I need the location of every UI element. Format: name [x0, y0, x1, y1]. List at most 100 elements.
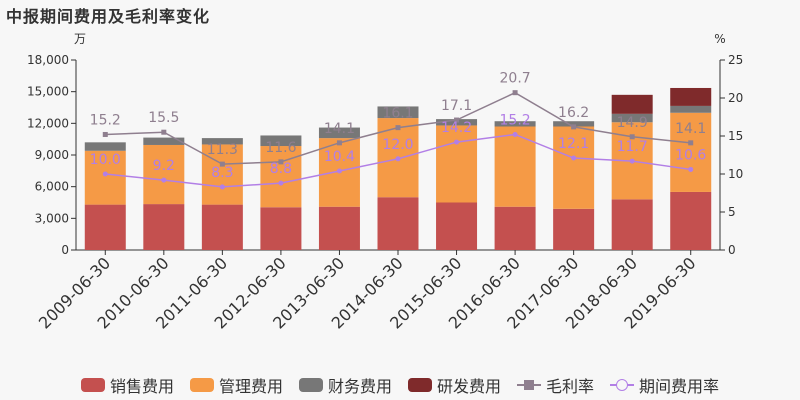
point-marker	[278, 180, 284, 186]
point-marker	[571, 155, 577, 161]
bar-segment-3	[377, 106, 419, 119]
point-marker	[161, 177, 167, 183]
chart-title: 中报期间费用及毛利率变化	[6, 7, 211, 26]
bar-segment-2	[143, 144, 185, 205]
bar-segment-4	[611, 94, 653, 114]
data-label: 16.2	[558, 105, 589, 121]
point-marker	[278, 159, 284, 165]
bar-segment-3	[494, 121, 536, 127]
point-marker	[688, 166, 694, 172]
legend-line-marker	[610, 378, 635, 392]
bar-segment-1	[494, 206, 536, 250]
bar-segment-3	[201, 138, 243, 145]
data-label: 11.7	[617, 139, 648, 155]
bar-segment-2	[260, 146, 302, 208]
data-label: 10.6	[675, 147, 706, 163]
bar-segment-3	[143, 137, 185, 145]
legend-swatch	[80, 378, 105, 392]
bar-segment-2	[436, 125, 478, 203]
right-tick-label: 5	[728, 205, 736, 219]
point-marker	[336, 140, 342, 146]
point-marker	[512, 90, 518, 96]
legend-label: 财务费用	[327, 377, 392, 396]
data-label: 10.0	[90, 152, 121, 168]
bar-segment-1	[670, 191, 712, 250]
data-label: 8.8	[270, 161, 292, 177]
bar-segment-1	[611, 199, 653, 250]
point-marker	[219, 161, 225, 167]
data-label: 16.1	[382, 106, 413, 122]
data-label: 14.1	[324, 121, 355, 137]
point-marker	[454, 117, 460, 123]
left-tick-label: 3,000	[35, 211, 69, 225]
bar-segment-3	[553, 121, 595, 127]
point-marker	[336, 168, 342, 174]
bar-segment-3	[84, 142, 126, 151]
legend-swatch	[298, 378, 323, 392]
left-tick-label: 9,000	[35, 148, 69, 162]
data-label: 15.5	[148, 110, 179, 126]
point-marker	[102, 131, 108, 137]
point-marker	[629, 134, 635, 140]
data-label: 14.2	[441, 120, 472, 136]
bar-segment-2	[494, 126, 536, 207]
point-marker	[454, 139, 460, 145]
legend-item[interactable]: 毛利率	[517, 373, 594, 397]
point-marker	[395, 125, 401, 131]
legend-item[interactable]: 研发费用	[408, 373, 501, 397]
left-tick-label: 6,000	[35, 180, 69, 194]
data-label: 9.2	[153, 158, 175, 174]
left-tick-label: 12,000	[27, 116, 69, 130]
legend-label: 研发费用	[437, 377, 502, 396]
data-label: 12.1	[558, 136, 589, 152]
right-axis-unit: %	[714, 32, 725, 46]
legend-item[interactable]: 销售费用	[80, 373, 174, 397]
point-marker	[688, 140, 694, 146]
point-marker	[395, 156, 401, 162]
legend-item[interactable]: 管理费用	[189, 373, 283, 397]
data-label: 10.4	[324, 149, 355, 165]
data-label: 17.1	[441, 98, 472, 114]
bar-segment-1	[318, 206, 360, 250]
data-label: 11.3	[207, 142, 238, 158]
data-label: 11.6	[265, 140, 296, 156]
left-tick-label: 18,000	[27, 53, 69, 67]
point-marker	[102, 171, 108, 177]
legend-label: 销售费用	[109, 377, 174, 396]
legend: 销售费用 管理费用 财务费用 研发费用 毛利率 期间费用率	[0, 372, 800, 398]
legend-label: 期间费用率	[639, 377, 720, 396]
bar-segment-3	[260, 135, 302, 147]
right-tick-label: 20	[728, 91, 743, 105]
legend-swatch	[189, 378, 214, 392]
right-tick-label: 10	[728, 167, 743, 181]
legend-item[interactable]: 财务费用	[298, 373, 392, 397]
right-tick-label: 15	[728, 129, 743, 143]
bar-segment-1	[84, 204, 126, 250]
left-tick-label: 15,000	[27, 85, 69, 99]
chart-svg: 万 % 0 3,000 6,000 9,000 12,000 15,000 18,000 0 5 10…	[27, 32, 743, 333]
bar-segment-2	[84, 150, 126, 205]
right-tick-label: 0	[728, 243, 736, 257]
legend-swatch	[408, 378, 432, 392]
bar-segment-1	[436, 202, 478, 250]
bar-segment-3	[670, 105, 712, 113]
point-marker	[161, 129, 167, 135]
bar-segment-1	[553, 208, 595, 250]
point-marker	[629, 158, 635, 164]
left-axis-unit: 万	[74, 32, 86, 46]
bar-segment-1	[143, 204, 185, 250]
right-tick-label: 25	[728, 53, 743, 67]
legend-label: 毛利率	[546, 377, 595, 396]
bar-segment-3	[318, 127, 360, 139]
bar-segment-1	[260, 207, 302, 250]
legend-label: 管理费用	[218, 377, 283, 396]
bar-segment-2	[670, 112, 712, 192]
data-label: 15.2	[90, 112, 121, 128]
legend-item[interactable]: 期间费用率	[610, 373, 719, 397]
data-label: 15.2	[500, 112, 531, 128]
legend-line-marker	[517, 378, 542, 392]
bar-segment-1	[377, 197, 419, 250]
bar-segment-2	[201, 144, 243, 205]
point-marker	[219, 184, 225, 190]
